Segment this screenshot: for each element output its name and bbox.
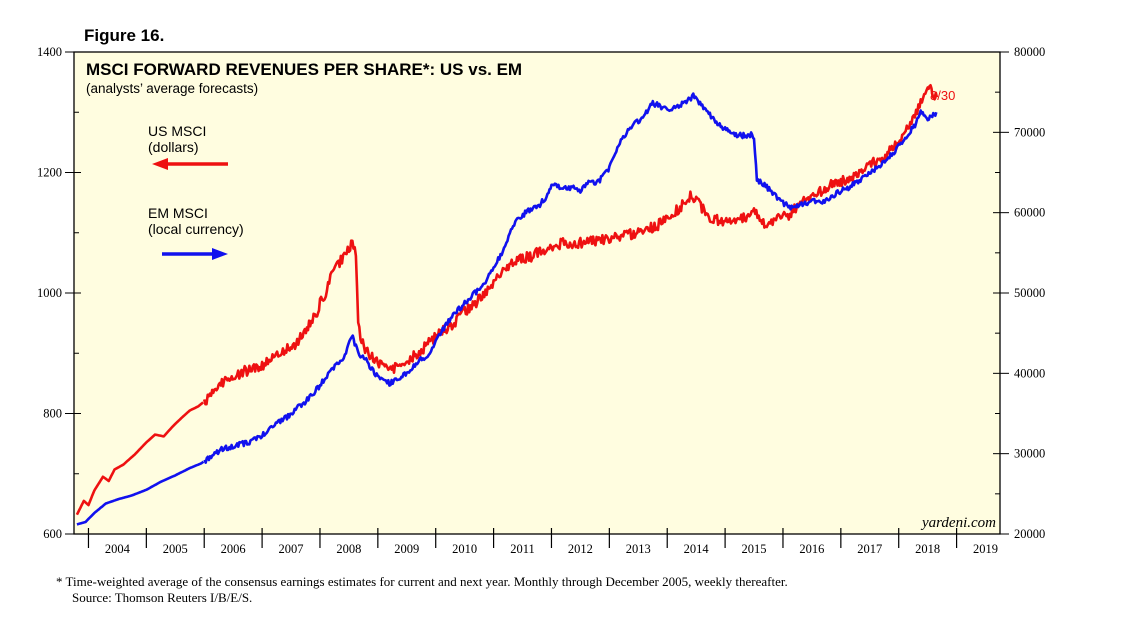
us-end-date-label: 8/30 [930, 88, 955, 103]
em-legend-arrow [162, 248, 228, 260]
x-tick-label: 2007 [279, 542, 304, 556]
source-note: Source: Thomson Reuters I/B/E/S. [72, 590, 252, 605]
em-msci-monthly-line [76, 460, 205, 526]
right-y-tick-label: 20000 [1014, 527, 1045, 541]
x-tick-label: 2015 [742, 542, 767, 556]
chart-title: MSCI FORWARD REVENUES PER SHARE*: US vs.… [86, 60, 522, 79]
x-tick-label: 2006 [221, 542, 246, 556]
right-y-tick-label: 60000 [1014, 206, 1045, 220]
right-y-tick-label: 70000 [1014, 125, 1045, 139]
left-y-tick-label: 600 [43, 527, 62, 541]
axis-layer: 600 800 1000 1200 1400 20000 30000 40000 50000 60… [37, 45, 1045, 556]
us-legend-arrow [152, 158, 228, 170]
right-y-tick-label: 40000 [1014, 366, 1045, 380]
x-tick-label: 2008 [336, 542, 361, 556]
em-legend-line1: EM MSCI [148, 205, 208, 221]
x-tick-label: 2014 [684, 542, 710, 556]
right-y-tick-label: 50000 [1014, 286, 1045, 300]
em-legend-line2: (local currency) [148, 221, 244, 237]
x-tick-label: 2005 [163, 542, 188, 556]
x-tick-label: 2009 [394, 542, 419, 556]
figure-label: Figure 16. [84, 26, 164, 45]
us-legend-line2: (dollars) [148, 139, 199, 155]
x-tick-label: 2011 [510, 542, 535, 556]
left-y-tick-label: 1400 [37, 45, 62, 59]
left-y-tick-label: 1000 [37, 286, 62, 300]
x-tick-label: 2018 [915, 542, 940, 556]
us-msci-monthly-line [75, 401, 204, 516]
x-tick-label: 2019 [973, 542, 998, 556]
x-tick-label: 2017 [857, 542, 882, 556]
x-tick-label: 2012 [568, 542, 593, 556]
x-tick-label: 2010 [452, 542, 477, 556]
right-y-tick-label: 80000 [1014, 45, 1045, 59]
x-tick-label: 2004 [105, 542, 131, 556]
x-tick-label: 2016 [799, 542, 824, 556]
footnote: * Time-weighted average of the consensus… [56, 574, 788, 589]
watermark: yardeni.com [920, 515, 996, 531]
chart-subtitle: (analysts’ average forecasts) [86, 81, 258, 96]
left-y-tick-label: 1200 [37, 166, 62, 180]
left-y-tick-label: 800 [43, 407, 62, 421]
us-legend-line1: US MSCI [148, 123, 206, 139]
x-tick-label: 2013 [626, 542, 651, 556]
series-layer [75, 84, 939, 526]
plot-area [73, 51, 1001, 535]
right-y-tick-label: 30000 [1014, 447, 1045, 461]
em-msci-weekly-line [203, 92, 938, 464]
us-msci-weekly-line [202, 84, 939, 406]
